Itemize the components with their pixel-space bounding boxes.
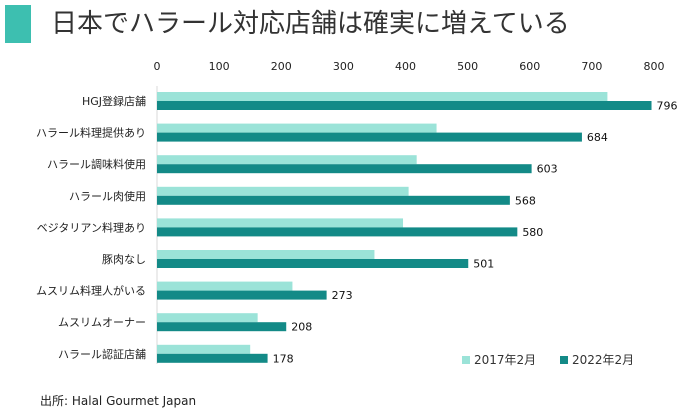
bar-2017 bbox=[157, 92, 608, 101]
category-label: ベジタリアン料理あり bbox=[37, 220, 146, 234]
data-label: 684 bbox=[587, 131, 608, 144]
bar-2017 bbox=[157, 250, 375, 259]
x-tick-label: 100 bbox=[209, 60, 230, 73]
x-tick-label: 800 bbox=[644, 60, 665, 73]
x-tick-label: 0 bbox=[154, 60, 161, 73]
bar-2022 bbox=[157, 195, 510, 205]
category-label: ムスリムオーナー bbox=[58, 316, 146, 329]
chart-title: 日本でハラール対応店舗は確実に増えている bbox=[51, 9, 570, 39]
x-tick-label: 600 bbox=[519, 60, 540, 73]
legend-swatch bbox=[560, 356, 568, 364]
legend-label: 2022年2月 bbox=[572, 353, 634, 367]
legend-label: 2017年2月 bbox=[474, 353, 536, 367]
bar-2022 bbox=[157, 290, 327, 300]
data-label: 580 bbox=[522, 226, 543, 239]
category-label: ムスリム料理人がいる bbox=[36, 284, 146, 298]
bar-2017 bbox=[157, 281, 293, 291]
x-tick-label: 500 bbox=[457, 60, 478, 73]
bar-2022 bbox=[157, 101, 652, 110]
data-label: 178 bbox=[273, 352, 294, 365]
category-label: ハラール肉使用 bbox=[69, 190, 146, 203]
category-label: 豚肉なし bbox=[102, 253, 146, 266]
source-note: 出所: Halal Gourmet Japan bbox=[40, 394, 197, 408]
category-label: ハラール料理提供あり bbox=[36, 126, 146, 140]
bar-2022 bbox=[157, 259, 469, 268]
x-tick-label: 700 bbox=[581, 60, 602, 73]
category-label: ハラール認証店舗 bbox=[58, 347, 146, 361]
bar-2017 bbox=[157, 313, 258, 323]
bar-2022 bbox=[157, 353, 268, 363]
data-label: 208 bbox=[291, 321, 312, 334]
data-label: 501 bbox=[473, 258, 494, 271]
x-tick-label: 200 bbox=[271, 60, 292, 73]
bar-2022 bbox=[157, 132, 582, 142]
category-label: ハラール調味料使用 bbox=[47, 157, 146, 171]
bar-2017 bbox=[157, 218, 404, 228]
bar-2022 bbox=[157, 322, 287, 332]
bar-2017 bbox=[157, 344, 251, 354]
data-label: 796 bbox=[657, 100, 678, 113]
bar-2022 bbox=[157, 227, 518, 237]
legend-swatch bbox=[462, 356, 470, 364]
data-label: 568 bbox=[515, 194, 536, 207]
title-accent bbox=[5, 5, 31, 43]
title-bar: 日本でハラール対応店舗は確実に増えている bbox=[5, 5, 695, 43]
data-label: 273 bbox=[332, 289, 353, 302]
bar-2017 bbox=[157, 155, 417, 165]
bar-2017 bbox=[157, 186, 409, 196]
bar-2022 bbox=[157, 164, 532, 174]
data-label: 603 bbox=[537, 163, 558, 176]
x-tick-label: 400 bbox=[395, 60, 416, 73]
category-label: HGJ登録店舗 bbox=[82, 94, 146, 108]
bar-2017 bbox=[157, 123, 437, 133]
x-tick-label: 300 bbox=[333, 60, 354, 73]
